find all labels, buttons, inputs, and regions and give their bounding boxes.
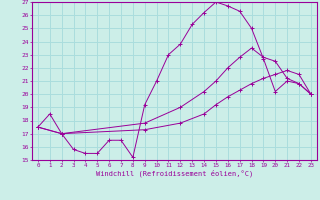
X-axis label: Windchill (Refroidissement éolien,°C): Windchill (Refroidissement éolien,°C) xyxy=(96,170,253,177)
